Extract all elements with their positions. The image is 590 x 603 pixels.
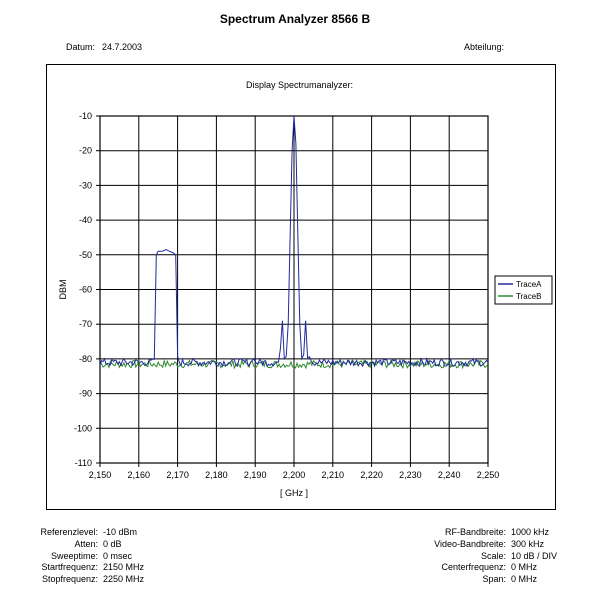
y-tick-label: -90 — [79, 389, 92, 399]
y-axis-label: DBM — [58, 280, 68, 300]
setting-value: 2250 MHz — [103, 574, 145, 585]
chart-frame — [46, 64, 556, 510]
setting-label: Video-Bandbreite: — [434, 538, 506, 549]
setting-value: 0 msec — [103, 550, 133, 561]
date-label: Datum: — [66, 42, 96, 52]
setting-label: Centerfrequenz: — [441, 562, 506, 573]
y-tick-label: -10 — [79, 111, 92, 121]
department-label: Abteilung: — [464, 42, 505, 52]
x-tick-label: 2,200 — [283, 470, 306, 480]
x-tick-label: 2,250 — [477, 470, 500, 480]
x-tick-label: 2,240 — [438, 470, 461, 480]
y-tick-label: -100 — [74, 423, 92, 433]
x-tick-label: 2,150 — [89, 470, 112, 480]
x-axis-label: [ GHz ] — [280, 488, 308, 498]
x-tick-label: 2,160 — [128, 470, 151, 480]
y-tick-label: -30 — [79, 180, 92, 190]
setting-label: Span: — [482, 574, 506, 585]
setting-label: Referenzlevel: — [40, 527, 98, 537]
setting-label: RF-Bandbreite: — [444, 527, 506, 537]
y-tick-label: -70 — [79, 319, 92, 329]
setting-label: Sweeptime: — [50, 550, 98, 561]
y-tick-label: -50 — [79, 250, 92, 260]
setting-value: -10 dBm — [103, 527, 138, 537]
x-tick-label: 2,180 — [205, 470, 228, 480]
y-tick-label: -20 — [79, 146, 92, 156]
setting-value: 2150 MHz — [103, 562, 145, 573]
setting-value: 0 dB — [103, 538, 122, 549]
setting-value: 0 MHz — [511, 574, 538, 585]
date-value: 24.7.2003 — [102, 42, 143, 52]
y-tick-label: -110 — [75, 458, 92, 468]
x-tick-label: 2,190 — [244, 470, 267, 480]
x-tick-label: 2,210 — [322, 470, 345, 480]
setting-label: Startfrequenz: — [41, 562, 98, 573]
legend-box — [494, 275, 553, 305]
setting-label: Stopfrequenz: — [41, 574, 98, 585]
x-tick-label: 2,220 — [360, 470, 383, 480]
setting-label: Scale: — [480, 550, 506, 561]
series-line-tracea — [99, 115, 489, 368]
page-title: Spectrum Analyzer 8566 B — [219, 12, 371, 26]
legend-label: TraceA — [516, 280, 542, 289]
y-tick-label: -40 — [79, 215, 92, 225]
legend-label: TraceB — [516, 292, 542, 301]
y-tick-label: -80 — [79, 354, 92, 364]
series-line-traceb — [99, 358, 489, 370]
setting-label: Atten: — [74, 538, 98, 549]
setting-value: 10 dB / DIV — [511, 550, 558, 561]
setting-value: 1000 kHz — [511, 527, 550, 537]
x-tick-label: 2,170 — [166, 470, 189, 480]
x-tick-label: 2,230 — [399, 470, 422, 480]
setting-value: 0 MHz — [511, 562, 538, 573]
y-tick-label: -60 — [79, 285, 92, 295]
setting-value: 300 kHz — [511, 538, 545, 549]
chart-title: Display Spectrumanalyzer: — [246, 80, 354, 90]
